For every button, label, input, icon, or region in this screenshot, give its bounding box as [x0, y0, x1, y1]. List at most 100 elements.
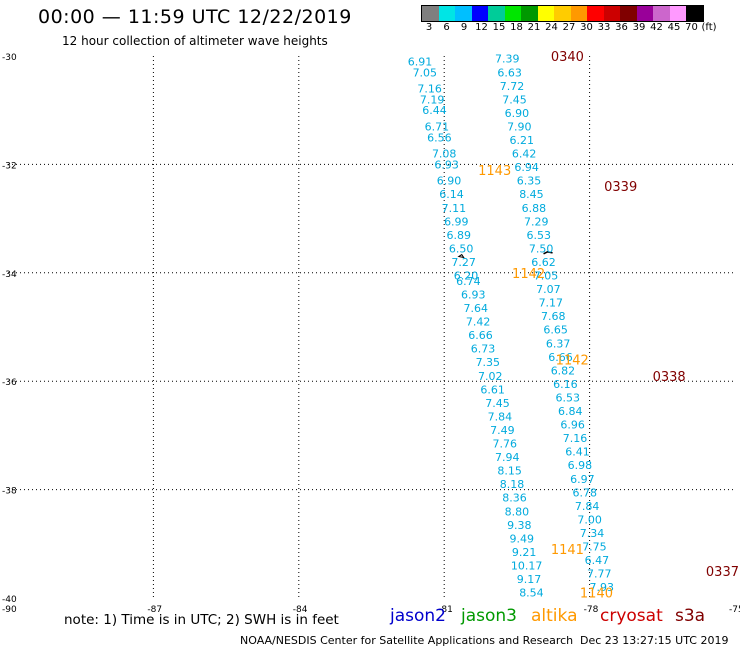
- legend-tick-label: 30: [580, 22, 593, 33]
- wave-height-value: 6.89: [446, 229, 471, 242]
- wave-height-value: 8.15: [497, 465, 522, 478]
- longitude-label: -90: [2, 605, 17, 615]
- wave-height-value: 8.45: [519, 188, 544, 201]
- pass-time-label: 0339: [604, 180, 637, 195]
- longitude-label: -87: [147, 605, 162, 615]
- wave-height-value: 6.66: [468, 329, 493, 342]
- wave-height-value: 6.90: [437, 175, 462, 188]
- map-subtitle: 12 hour collection of altimeter wave hei…: [62, 34, 328, 48]
- wave-height-value: 6.82: [551, 364, 576, 377]
- wave-height-value: 9.49: [509, 532, 534, 545]
- legend-swatch: [636, 6, 653, 21]
- legend-tick-label: 27: [562, 22, 576, 33]
- legend-tick-label: 70: [685, 22, 698, 33]
- wave-height-value: 6.16: [553, 378, 578, 391]
- wave-height-value: 6.50: [449, 242, 474, 255]
- legend-swatch: [455, 6, 472, 21]
- wave-height-value: 6.90: [505, 107, 530, 120]
- wave-height-value: 7.39: [495, 53, 520, 66]
- wave-height-value: 6.91: [408, 55, 433, 68]
- legend-swatch: [504, 6, 521, 21]
- wave-height-value: 6.62: [531, 256, 556, 269]
- legend-tick-label: 3: [425, 22, 433, 33]
- satellite-label-jason2: jason2: [390, 606, 446, 626]
- wave-height-value: 7.00: [577, 513, 602, 526]
- pass-time-label: 1142: [512, 267, 545, 282]
- wave-height-value: 6.61: [480, 383, 505, 396]
- wave-height-value: 6.14: [439, 188, 464, 201]
- wave-height-value: 7.76: [493, 438, 518, 451]
- legend-swatch: [521, 6, 538, 21]
- island-outline: [543, 251, 553, 255]
- wave-height-value: 9.38: [507, 519, 532, 532]
- legend-tick-label: 9: [460, 22, 468, 33]
- legend-tick-label: 12: [475, 22, 488, 33]
- legend-tick-label: 42: [650, 22, 663, 33]
- wave-height-value: 6.42: [512, 148, 537, 161]
- wave-height-value: 6.44: [422, 104, 447, 117]
- legend-tick-label: 33: [597, 22, 611, 33]
- wave-height-value: 7.11: [442, 202, 467, 215]
- legend-swatch: [537, 6, 554, 21]
- wave-height-value: 8.54: [519, 587, 544, 600]
- legend-tick-label: 24: [545, 22, 558, 33]
- wave-height-value: 6.21: [509, 134, 534, 147]
- wave-height-value: 7.84: [488, 410, 513, 423]
- longitude-label: -81: [438, 605, 453, 615]
- wave-height-value: 6.20: [454, 270, 479, 283]
- wave-height-value: 7.05: [413, 66, 438, 79]
- pass-time-label: 0337: [706, 565, 739, 580]
- wave-height-value: 8.18: [500, 478, 525, 491]
- latitude-label: -40: [2, 595, 17, 605]
- wave-height-value: 7.35: [476, 356, 501, 369]
- wave-height-value: 6.35: [517, 175, 542, 188]
- wave-height-value: 6.93: [461, 288, 486, 301]
- wave-height-value: 6.65: [543, 324, 568, 337]
- wave-height-value: 7.84: [575, 500, 600, 513]
- legend-swatch: [554, 6, 571, 21]
- satellite-label-s3a: s3a: [675, 606, 706, 626]
- legend-tick-label: 21: [527, 22, 541, 33]
- satellite-label-cryosat: cryosat: [600, 606, 663, 626]
- island-outline: [457, 253, 465, 259]
- wave-height-value: 9.21: [512, 546, 537, 559]
- footer-note: note: 1) Time is in UTC; 2) SWH is in fe…: [64, 612, 339, 628]
- color-scale-ticks: 3 6 9 12 15 18 21 24 27 30 33 36 39 42 45 70 (ft): [421, 22, 740, 36]
- wave-height-value: 6.88: [522, 202, 547, 215]
- wave-height-value: 7.49: [490, 424, 515, 437]
- legend-swatch: [669, 6, 686, 21]
- wave-height-value: 7.17: [539, 297, 564, 310]
- wave-height-value: 6.97: [570, 473, 595, 486]
- wave-height-value: 6.98: [568, 459, 593, 472]
- wave-height-value: 7.68: [541, 310, 566, 323]
- wave-height-value: 7.05: [534, 270, 559, 283]
- wave-height-value: 7.42: [466, 316, 491, 329]
- pass-time-label: 1141: [551, 543, 584, 558]
- pass-time-label: 1140: [580, 587, 613, 602]
- legend-tick-label: 45: [667, 22, 681, 33]
- wave-height-value: 7.27: [451, 256, 476, 269]
- timestamp-text: Dec 23 13:27:15 UTC 2019: [580, 634, 729, 647]
- wave-height-value: 6.73: [471, 343, 496, 356]
- wave-height-value: 6.99: [444, 215, 469, 228]
- longitude-label: -78: [584, 605, 599, 615]
- legend-swatch: [686, 6, 703, 21]
- pass-time-label: 1142: [556, 354, 589, 369]
- wave-height-value: 6.71: [425, 120, 450, 133]
- wave-height-value: 7.45: [485, 397, 510, 410]
- wave-height-value: 6.78: [573, 486, 598, 499]
- legend-swatch: [471, 6, 488, 21]
- satellite-label-jason3: jason3: [461, 606, 517, 626]
- pass-time-label: 0338: [653, 370, 686, 385]
- wave-height-value: 6.47: [585, 554, 610, 567]
- latitude-label: -36: [2, 378, 17, 388]
- wave-height-value: 8.80: [505, 505, 530, 518]
- wave-height-value: 7.93: [589, 581, 614, 594]
- legend-swatch: [603, 6, 620, 21]
- wave-height-value: 7.08: [432, 148, 457, 161]
- latitude-label: -32: [2, 161, 17, 171]
- latitude-label: -38: [2, 487, 17, 497]
- latitude-label: -30: [2, 53, 17, 63]
- wave-height-value: 8.36: [502, 492, 527, 505]
